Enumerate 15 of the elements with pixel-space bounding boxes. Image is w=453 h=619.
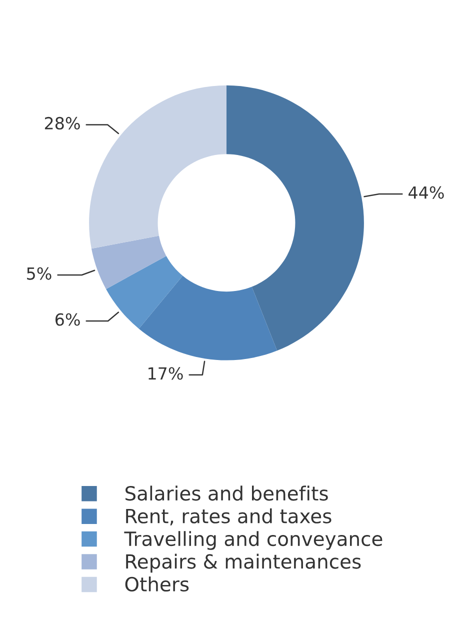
legend-label: Rent, rates and taxes	[126, 508, 332, 526]
legend-label: Others	[125, 576, 189, 592]
donut-slice	[91, 236, 166, 290]
legend-label: Salaries and benefits	[126, 486, 328, 501]
donut-slice	[89, 85, 226, 249]
data-label: 5%	[27, 267, 52, 280]
data-label: 28%	[44, 116, 80, 130]
legend-label: Travelling and conveyance	[124, 531, 382, 550]
donut-slice	[138, 276, 278, 360]
donut-slice	[226, 85, 364, 351]
legend-label: Repairs & maintenances	[126, 554, 361, 573]
donut-slice	[106, 256, 183, 329]
data-label: 44%	[408, 186, 444, 199]
data-label: 6%	[56, 313, 80, 326]
data-label: 17%	[148, 367, 183, 380]
